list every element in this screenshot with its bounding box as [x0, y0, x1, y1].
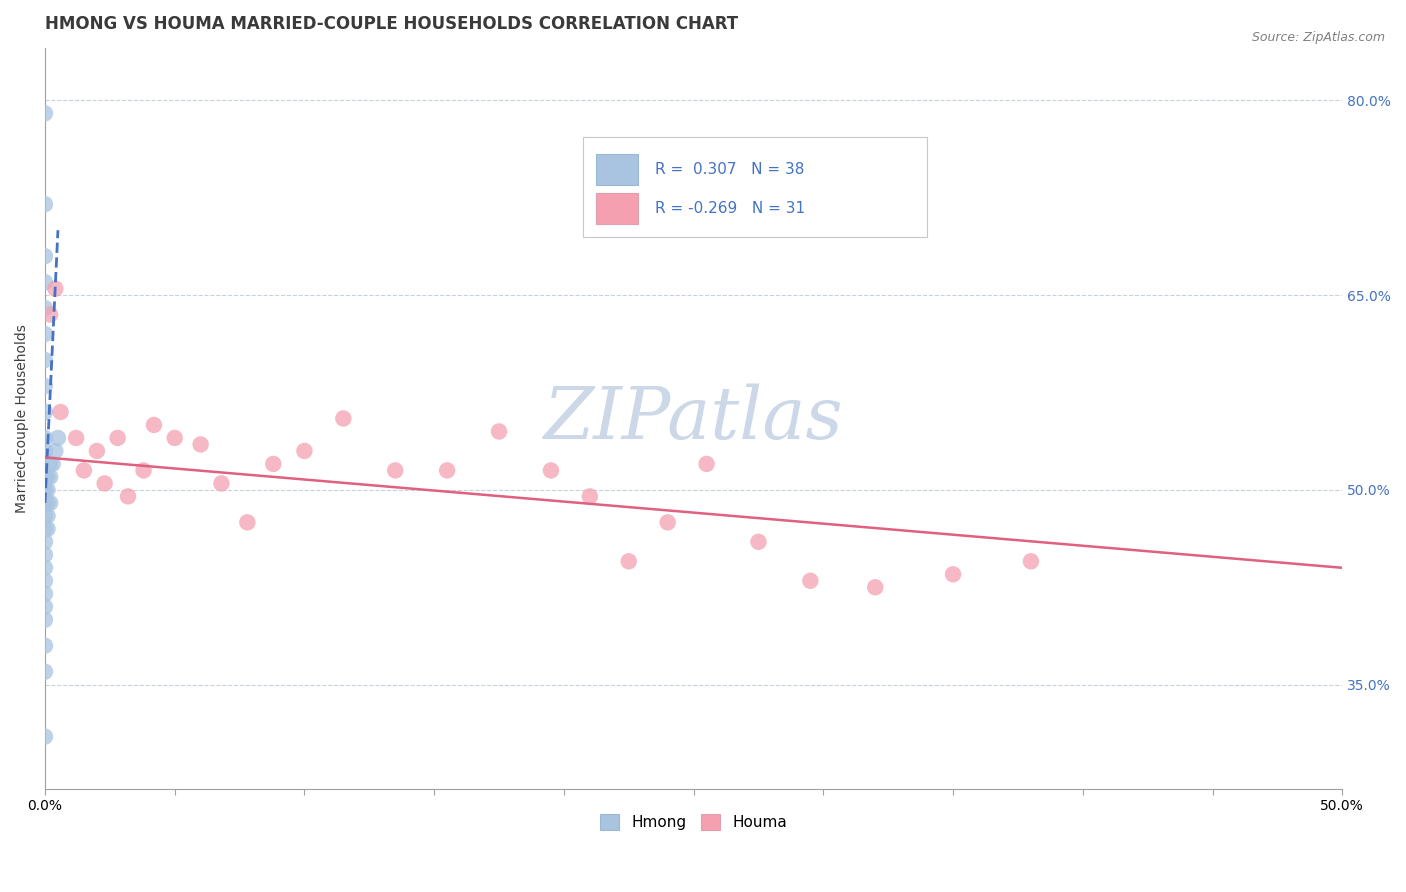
- Point: [34, 639, 56, 653]
- Point: [34, 275, 56, 289]
- Point: [236, 516, 259, 530]
- Point: [37, 496, 59, 510]
- Legend: Hmong, Houma: Hmong, Houma: [595, 808, 793, 837]
- Y-axis label: Married-couple Households: Married-couple Households: [15, 324, 30, 513]
- Point: [332, 411, 354, 425]
- Point: [262, 457, 284, 471]
- Point: [488, 425, 510, 439]
- Point: [34, 483, 56, 497]
- Point: [34, 327, 56, 342]
- Text: R =  0.307   N = 38: R = 0.307 N = 38: [655, 162, 804, 178]
- Point: [34, 379, 56, 393]
- Point: [34, 197, 56, 211]
- Point: [142, 417, 165, 432]
- Point: [865, 580, 887, 594]
- Point: [190, 437, 212, 451]
- Point: [39, 308, 62, 322]
- Point: [1019, 554, 1042, 568]
- Point: [37, 508, 59, 523]
- Bar: [596, 154, 638, 186]
- Point: [37, 483, 59, 497]
- Point: [44, 444, 66, 458]
- Point: [44, 282, 66, 296]
- Point: [34, 353, 56, 368]
- Point: [39, 496, 62, 510]
- Point: [34, 574, 56, 588]
- Point: [942, 567, 965, 582]
- Point: [384, 463, 406, 477]
- FancyBboxPatch shape: [583, 137, 927, 237]
- Point: [540, 463, 562, 477]
- Point: [294, 444, 316, 458]
- Point: [34, 496, 56, 510]
- Point: [696, 457, 718, 471]
- Point: [34, 431, 56, 445]
- Point: [42, 457, 65, 471]
- Point: [73, 463, 96, 477]
- Text: Source: ZipAtlas.com: Source: ZipAtlas.com: [1251, 31, 1385, 45]
- Point: [747, 534, 769, 549]
- Point: [107, 431, 129, 445]
- Point: [46, 431, 69, 445]
- Bar: [596, 193, 638, 224]
- Point: [34, 561, 56, 575]
- Point: [34, 665, 56, 679]
- Point: [34, 508, 56, 523]
- Point: [34, 444, 56, 458]
- Point: [436, 463, 458, 477]
- Text: R = -0.269   N = 31: R = -0.269 N = 31: [655, 201, 804, 216]
- Point: [117, 489, 139, 503]
- Point: [163, 431, 186, 445]
- Point: [39, 470, 62, 484]
- Point: [34, 730, 56, 744]
- Point: [34, 470, 56, 484]
- Point: [132, 463, 155, 477]
- Point: [34, 405, 56, 419]
- Point: [49, 405, 72, 419]
- Point: [34, 522, 56, 536]
- Point: [799, 574, 821, 588]
- Point: [34, 548, 56, 562]
- Point: [617, 554, 640, 568]
- Point: [34, 301, 56, 315]
- Point: [579, 489, 602, 503]
- Point: [34, 613, 56, 627]
- Point: [34, 599, 56, 614]
- Point: [34, 587, 56, 601]
- Point: [34, 106, 56, 120]
- Text: ZIPatlas: ZIPatlas: [544, 384, 844, 454]
- Point: [209, 476, 232, 491]
- Point: [93, 476, 115, 491]
- Point: [34, 483, 56, 497]
- Point: [37, 470, 59, 484]
- Text: HMONG VS HOUMA MARRIED-COUPLE HOUSEHOLDS CORRELATION CHART: HMONG VS HOUMA MARRIED-COUPLE HOUSEHOLDS…: [45, 15, 738, 33]
- Point: [86, 444, 108, 458]
- Point: [65, 431, 87, 445]
- Point: [37, 522, 59, 536]
- Point: [34, 249, 56, 263]
- Point: [34, 534, 56, 549]
- Point: [657, 516, 679, 530]
- Point: [39, 457, 62, 471]
